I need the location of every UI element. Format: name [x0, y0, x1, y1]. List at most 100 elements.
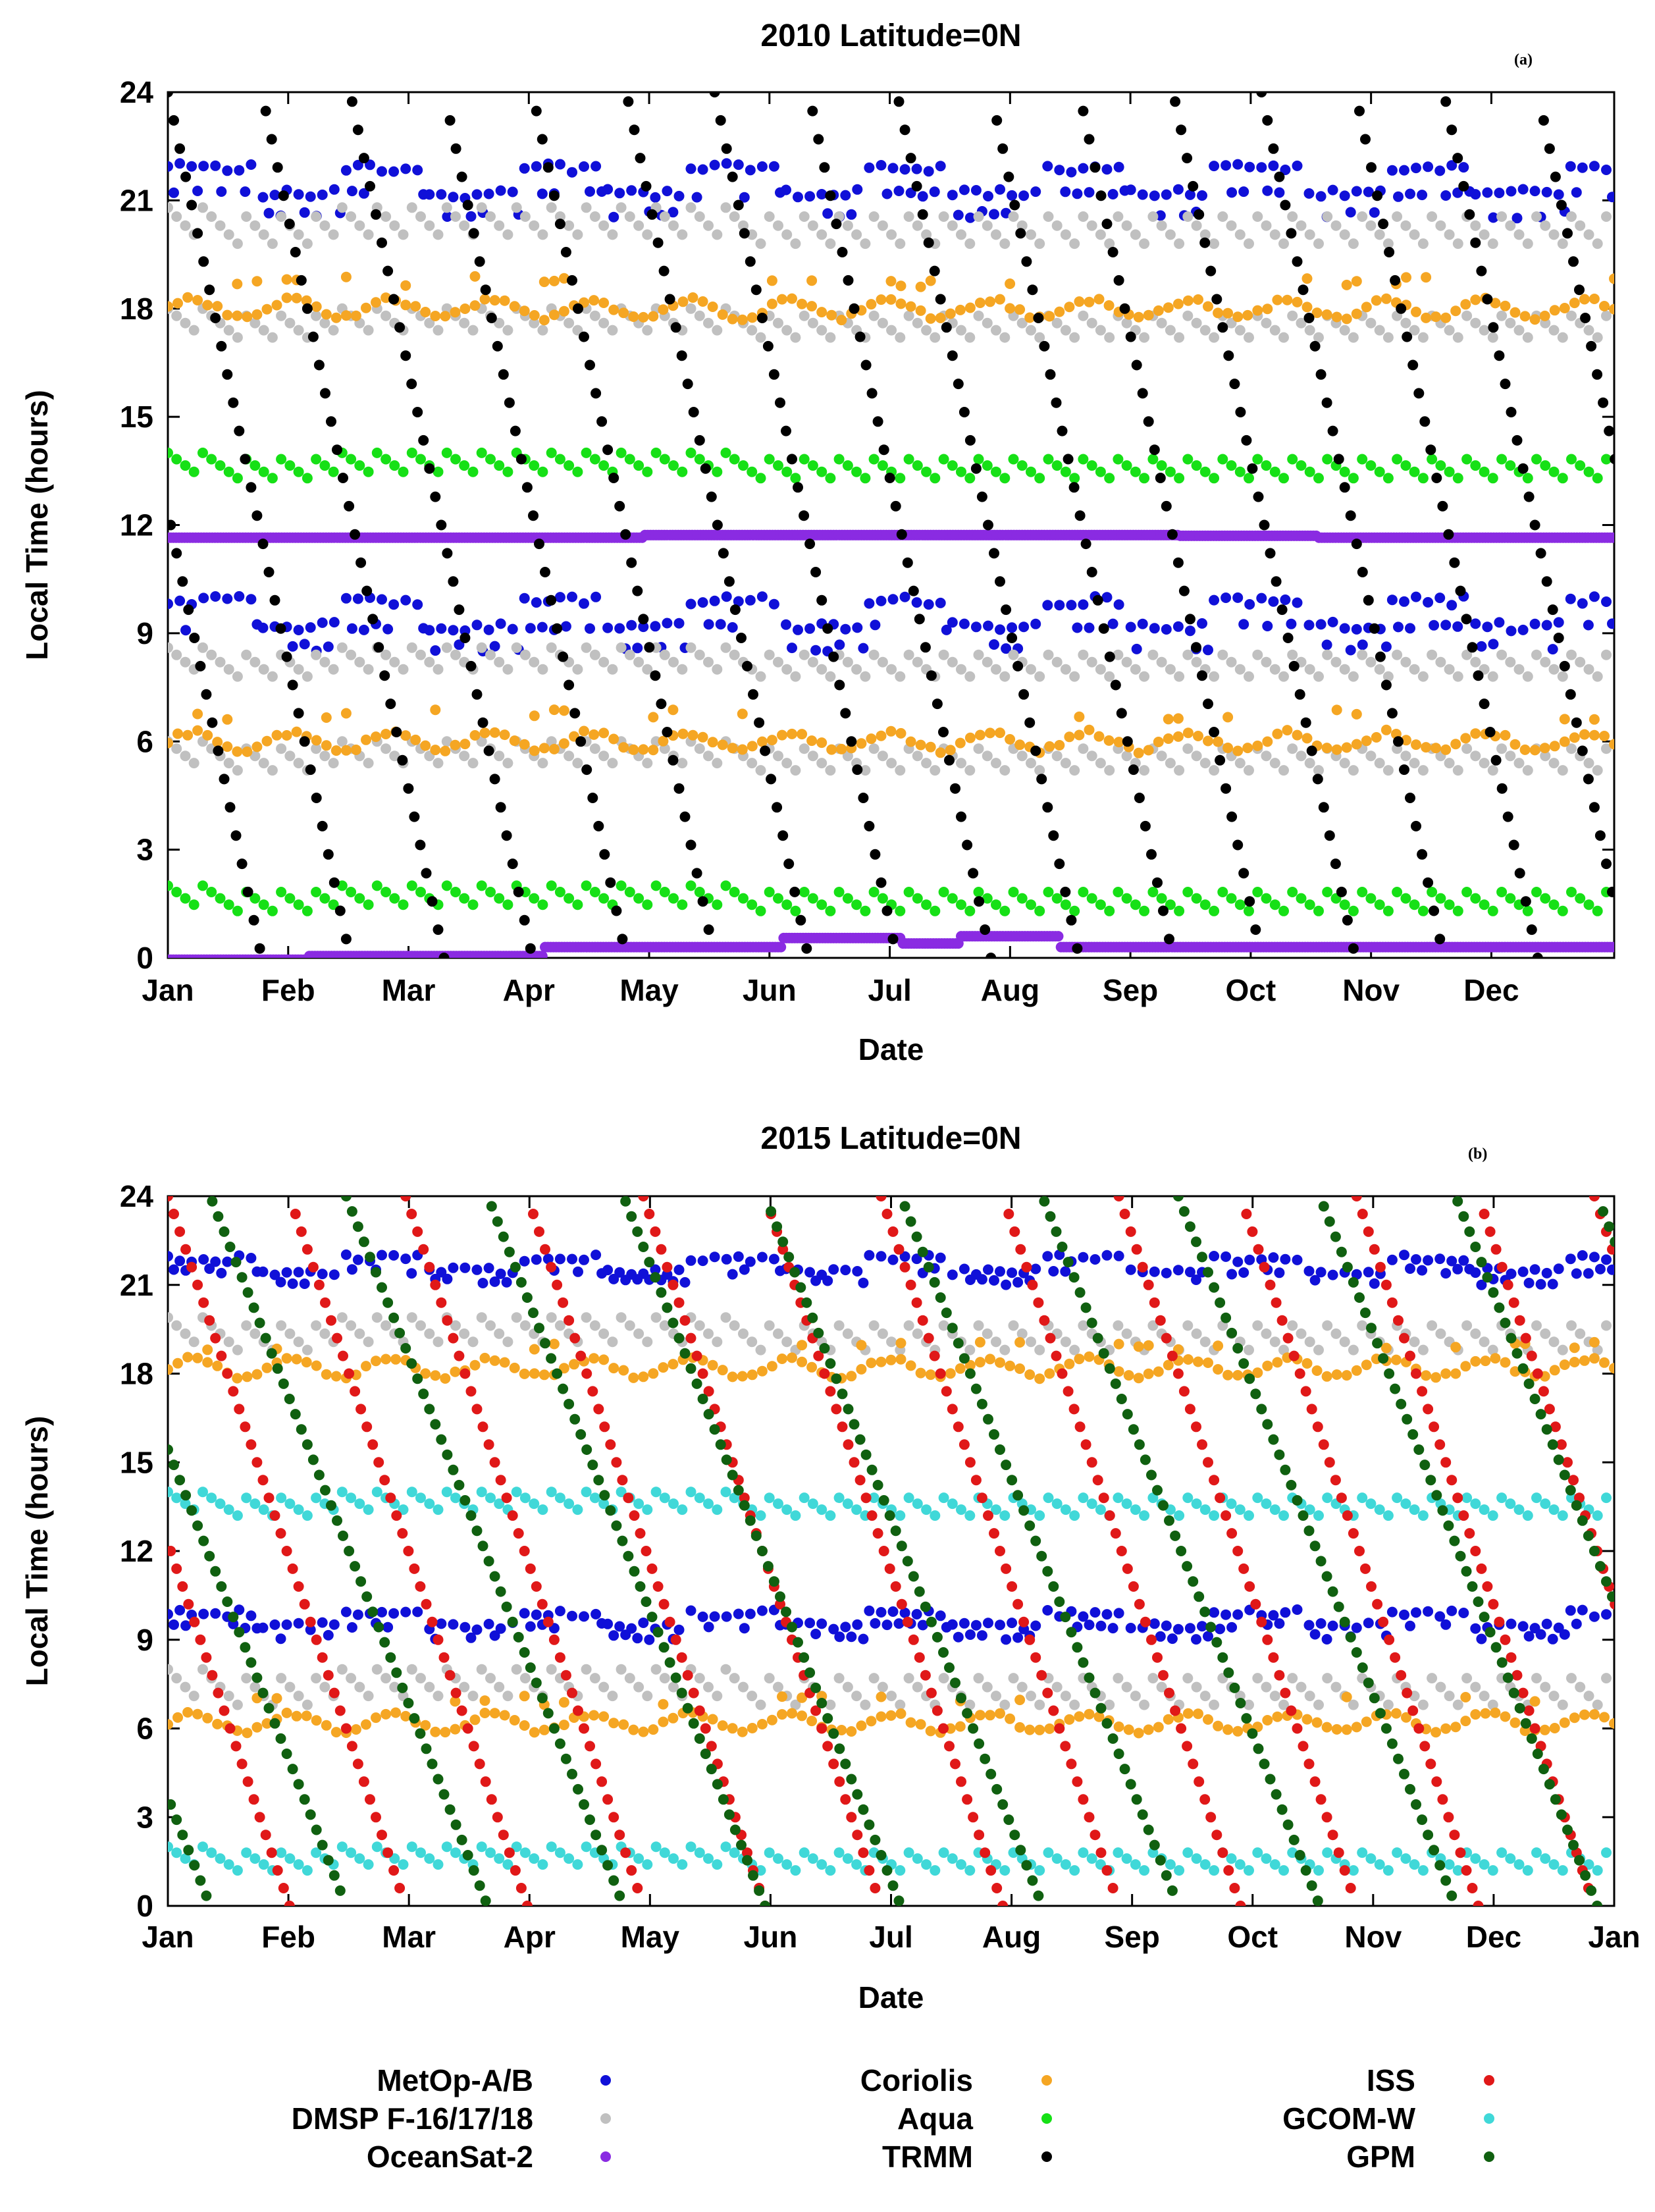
coriolis-point: [1242, 743, 1253, 754]
coriolis-point: [797, 1692, 808, 1703]
coriolis-point: [747, 741, 758, 752]
dmsp-f-16-17-18-point: [276, 1320, 287, 1331]
metop-a-b-point: [365, 159, 375, 171]
iss-point: [448, 1332, 459, 1344]
dmsp-f-16-17-18-point: [738, 220, 749, 231]
aqua-point: [1252, 887, 1263, 897]
dmsp-f-16-17-18-point: [1252, 649, 1263, 660]
coriolis-point: [212, 1718, 223, 1729]
gcom-w-point: [833, 1847, 845, 1858]
coriolis-point: [1282, 725, 1293, 736]
metop-a-b-point: [632, 1633, 643, 1644]
iss-point: [236, 1758, 248, 1770]
metop-a-b-point: [1405, 1620, 1415, 1631]
metop-a-b-point: [216, 1267, 227, 1278]
metop-a-b-point: [263, 207, 275, 219]
dmsp-f-16-17-18-point: [903, 310, 914, 321]
trmm-point: [174, 143, 186, 154]
metop-a-b-point: [768, 1253, 779, 1265]
coriolis-point: [182, 1707, 194, 1718]
aqua-point: [947, 460, 958, 471]
coriolis-point: [797, 298, 808, 309]
metop-a-b-point: [346, 623, 357, 634]
gcom-w-point: [336, 1487, 348, 1498]
coriolis-point: [1529, 1696, 1540, 1707]
trmm-point: [1449, 557, 1460, 568]
metop-a-b-point: [703, 619, 714, 630]
coriolis-point: [885, 1354, 897, 1365]
metop-a-b-point: [638, 621, 649, 633]
dmsp-f-16-17-18-point: [1470, 317, 1481, 329]
trmm-point: [1345, 510, 1356, 521]
dmsp-f-16-17-18-point: [895, 1699, 906, 1710]
iss-point: [638, 1196, 649, 1201]
dmsp-f-16-17-18-point: [1313, 238, 1324, 250]
gcom-w-point: [363, 1859, 374, 1870]
trmm-point: [471, 689, 483, 700]
trmm-point: [521, 482, 533, 493]
dmsp-f-16-17-18-point: [293, 1336, 304, 1348]
gcom-w-point: [659, 1847, 670, 1858]
dmsp-f-16-17-18-point: [694, 1673, 705, 1684]
coriolis-point: [1390, 1354, 1402, 1365]
iss-point: [204, 1315, 215, 1326]
dmsp-f-16-17-18-point: [1487, 238, 1498, 250]
trmm-point: [1417, 849, 1428, 860]
coriolis-point: [202, 1712, 213, 1724]
trmm-point: [1107, 247, 1118, 257]
gcom-w-point: [1470, 1853, 1481, 1864]
coriolis-point: [1321, 1371, 1332, 1382]
metop-a-b-point: [448, 1262, 459, 1273]
gcom-w-point: [938, 1847, 949, 1858]
x-tick-label: Nov: [1342, 973, 1400, 1007]
trmm-point: [1009, 199, 1020, 211]
dmsp-f-16-17-18-point: [1026, 664, 1036, 675]
iss-point: [554, 1652, 565, 1663]
aqua-point: [537, 899, 548, 910]
metop-a-b-point: [1476, 1633, 1487, 1645]
iss-point: [515, 1883, 527, 1893]
iss-point: [391, 1510, 402, 1521]
trmm-point: [587, 793, 598, 803]
trmm-point: [991, 115, 1003, 126]
metop-a-b-point: [1607, 1264, 1614, 1275]
metop-a-b-point: [519, 592, 530, 604]
dmsp-f-16-17-18-point: [180, 220, 191, 231]
gcom-w-point: [415, 1492, 426, 1504]
metop-a-b-point: [1256, 592, 1267, 604]
aqua-point: [398, 466, 409, 477]
trmm-point: [180, 171, 192, 182]
dmsp-f-16-17-18-point: [1191, 317, 1202, 329]
metop-a-b-point: [1529, 186, 1540, 197]
aqua-point: [1374, 466, 1385, 477]
dmsp-f-16-17-18-point: [868, 1673, 880, 1684]
aqua-point: [1496, 454, 1508, 465]
dmsp-f-16-17-18-point: [868, 649, 880, 660]
trmm-point: [1601, 858, 1612, 870]
coriolis-point: [450, 739, 461, 750]
dmsp-f-16-17-18-point: [197, 202, 208, 213]
dmsp-f-16-17-18-point: [502, 325, 513, 336]
iss-point: [350, 1386, 361, 1397]
aqua-point: [1269, 466, 1280, 477]
coriolis-point: [1589, 1336, 1600, 1348]
dmsp-f-16-17-18-point: [694, 1320, 705, 1331]
dmsp-f-16-17-18-point: [938, 1673, 949, 1684]
dmsp-f-16-17-18-point: [1427, 211, 1438, 222]
dmsp-f-16-17-18-point: [1060, 1691, 1071, 1702]
metop-a-b-point: [328, 1619, 340, 1630]
metop-a-b-point: [602, 622, 614, 633]
dmsp-f-16-17-18-point: [537, 664, 548, 675]
dmsp-f-16-17-18-point: [459, 750, 470, 762]
trmm-point: [442, 548, 453, 559]
gcom-w-point: [1452, 1865, 1463, 1876]
gcom-w-point: [284, 1498, 296, 1510]
x-tick-label: Apr: [503, 973, 555, 1007]
aqua-point: [319, 893, 330, 904]
dmsp-f-16-17-18-point: [415, 1320, 426, 1331]
y-tick-label: 12: [120, 508, 153, 542]
aqua-point: [773, 460, 783, 471]
trmm-point: [831, 219, 842, 230]
aqua-point: [912, 893, 923, 904]
x-tick-label: Jun: [743, 973, 797, 1007]
